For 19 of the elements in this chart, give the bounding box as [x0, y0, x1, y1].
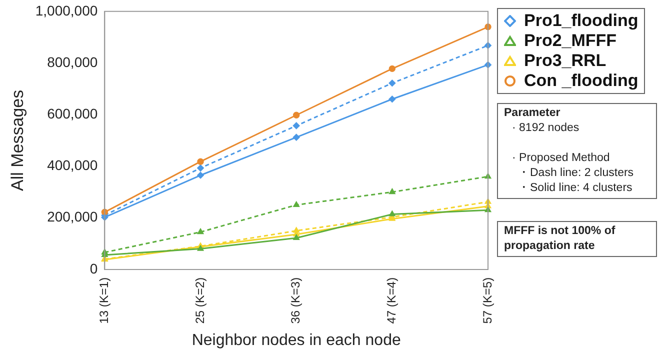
y-tick-label: 0 — [90, 260, 98, 276]
y-tick-label: 400,000 — [47, 157, 98, 174]
x-tick-label: 57 (K=5) — [480, 277, 494, 324]
y-tick-label: 1,000,000 — [35, 2, 98, 18]
y-axis-title: All Messages — [8, 90, 27, 191]
y-tick-label: 200,000 — [47, 208, 98, 225]
legend-label: Pro3_RRL — [524, 51, 606, 71]
legend-label: Pro1_flooding — [524, 11, 638, 31]
legend-label: Pro2_MFFF — [524, 31, 617, 51]
legend-label: Con _flooding — [524, 71, 638, 91]
y-tick-label: 600,000 — [47, 105, 98, 122]
x-tick-label: 36 (K=3) — [288, 277, 303, 324]
x-tick-label: 13 (K=1) — [96, 277, 111, 324]
x-axis-title: Neighbor nodes in each node — [192, 332, 401, 349]
y-tick-label: 800,000 — [47, 54, 98, 70]
x-tick-label: 47 (K=4) — [384, 277, 398, 324]
text: Parameter · 8192 nodes · Proposed Method ・Dash line: 2 clusters ・Solid line: 4 clusters — [504, 107, 634, 194]
x-tick-label: 25 (K=2) — [192, 277, 207, 324]
text: MFFF is not 100% of propagation rate — [504, 224, 616, 254]
